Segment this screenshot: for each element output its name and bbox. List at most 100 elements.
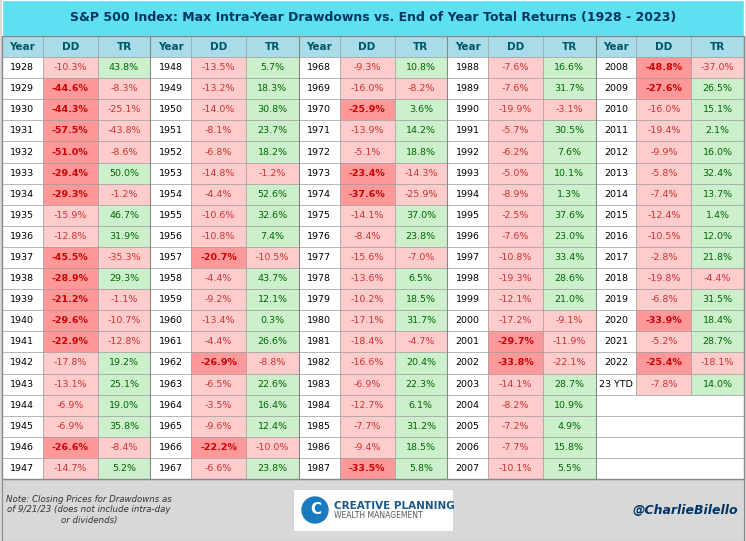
Text: 1934: 1934	[10, 190, 34, 199]
Text: 1997: 1997	[456, 253, 480, 262]
Bar	[2, 121, 43, 142]
Bar	[98, 373, 151, 394]
Text: 2020: 2020	[604, 316, 628, 325]
Text: -11.9%: -11.9%	[553, 338, 586, 346]
Text: 1977: 1977	[307, 253, 331, 262]
Bar	[395, 163, 447, 183]
Bar	[191, 100, 246, 121]
Text: -25.4%: -25.4%	[645, 359, 683, 367]
Text: 1999: 1999	[456, 295, 480, 304]
Text: -2.8%: -2.8%	[651, 253, 677, 262]
Text: -8.4%: -8.4%	[110, 443, 138, 452]
Text: 1948: 1948	[159, 63, 183, 72]
Bar	[692, 204, 744, 226]
Text: 1985: 1985	[307, 422, 331, 431]
Bar	[2, 204, 43, 226]
Text: 1987: 1987	[307, 464, 331, 473]
Bar	[692, 121, 744, 142]
Text: 26.6%: 26.6%	[257, 338, 287, 346]
Text: 20.4%: 20.4%	[406, 359, 436, 367]
Text: -51.0%: -51.0%	[52, 148, 89, 156]
Text: -25.9%: -25.9%	[348, 105, 386, 114]
Bar	[43, 121, 98, 142]
Bar	[595, 204, 636, 226]
Bar	[339, 226, 395, 247]
Text: -7.2%: -7.2%	[502, 422, 529, 431]
Text: 18.4%: 18.4%	[703, 316, 733, 325]
Text: 1953: 1953	[159, 169, 183, 177]
Text: 15.1%: 15.1%	[703, 105, 733, 114]
Bar	[246, 183, 299, 204]
Text: 29.3%: 29.3%	[109, 274, 139, 283]
Text: 5.7%: 5.7%	[260, 63, 284, 72]
Text: 18.8%: 18.8%	[406, 148, 436, 156]
Text: 30.8%: 30.8%	[257, 105, 287, 114]
Text: -48.8%: -48.8%	[645, 63, 683, 72]
Bar	[692, 331, 744, 352]
Text: -33.8%: -33.8%	[497, 359, 534, 367]
Text: 1995: 1995	[456, 211, 480, 220]
Bar	[447, 78, 488, 100]
Bar	[191, 78, 246, 100]
Bar	[98, 204, 151, 226]
Text: 1993: 1993	[456, 169, 480, 177]
Text: -3.1%: -3.1%	[556, 105, 583, 114]
Text: -44.3%: -44.3%	[52, 105, 89, 114]
Text: -4.4%: -4.4%	[205, 190, 232, 199]
Text: -14.0%: -14.0%	[202, 105, 235, 114]
Bar	[43, 352, 98, 373]
Bar	[447, 204, 488, 226]
Text: 10.9%: 10.9%	[554, 401, 584, 410]
Bar	[339, 183, 395, 204]
Text: 1959: 1959	[159, 295, 183, 304]
Text: 37.6%: 37.6%	[554, 211, 584, 220]
Bar	[246, 394, 299, 415]
Text: 7.6%: 7.6%	[557, 148, 581, 156]
Bar	[447, 394, 488, 415]
Bar	[488, 204, 543, 226]
Bar	[447, 142, 488, 163]
Bar	[692, 226, 744, 247]
Bar	[151, 100, 191, 121]
Text: -12.4%: -12.4%	[648, 211, 680, 220]
Text: 32.4%: 32.4%	[703, 169, 733, 177]
Bar	[595, 331, 636, 352]
Text: 26.5%: 26.5%	[703, 84, 733, 93]
Bar	[543, 121, 595, 142]
Text: -22.9%: -22.9%	[51, 338, 89, 346]
Text: -14.7%: -14.7%	[54, 464, 87, 473]
Bar	[191, 352, 246, 373]
Text: 1947: 1947	[10, 464, 34, 473]
Bar	[595, 310, 636, 331]
Bar	[191, 121, 246, 142]
Bar	[595, 57, 636, 78]
Bar	[339, 352, 395, 373]
Bar	[2, 373, 43, 394]
Text: 23.8%: 23.8%	[406, 232, 436, 241]
Bar	[98, 415, 151, 437]
Text: 37.0%: 37.0%	[406, 211, 436, 220]
Bar	[636, 121, 692, 142]
Text: -9.1%: -9.1%	[556, 316, 583, 325]
Text: -10.5%: -10.5%	[256, 253, 289, 262]
Bar	[595, 289, 636, 310]
Bar	[595, 373, 636, 394]
Bar	[151, 268, 191, 289]
Text: 18.3%: 18.3%	[257, 84, 287, 93]
Bar	[488, 226, 543, 247]
Text: 10.1%: 10.1%	[554, 169, 584, 177]
Text: -25.1%: -25.1%	[107, 105, 141, 114]
Bar	[246, 121, 299, 142]
Bar	[191, 163, 246, 183]
Text: -13.2%: -13.2%	[202, 84, 236, 93]
Text: -13.1%: -13.1%	[54, 380, 87, 388]
Bar	[191, 437, 246, 458]
Bar	[692, 183, 744, 204]
Text: -44.6%: -44.6%	[51, 84, 89, 93]
Bar	[447, 415, 488, 437]
Bar	[488, 437, 543, 458]
Text: 35.8%: 35.8%	[109, 422, 139, 431]
Text: -13.9%: -13.9%	[351, 127, 383, 135]
Bar	[246, 352, 299, 373]
Bar	[395, 437, 447, 458]
